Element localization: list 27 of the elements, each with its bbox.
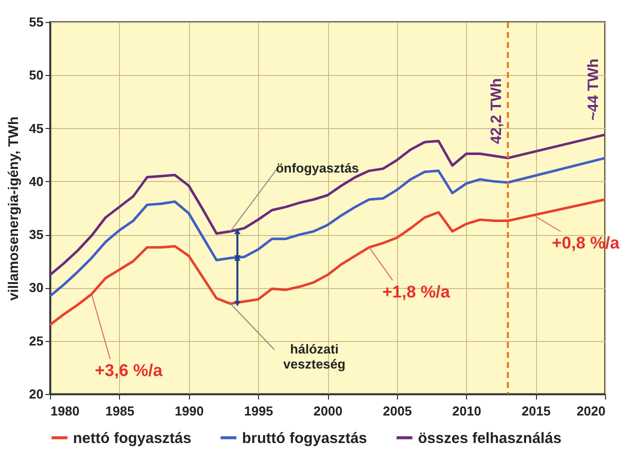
x-tick-label: 2010 [452, 404, 482, 418]
legend-label: nettó fogyasztás [73, 430, 192, 447]
annotation: +1,8 %/a [382, 282, 450, 302]
annotation: +3,6 %/a [94, 361, 163, 380]
y-tick-label: 45 [29, 120, 44, 136]
annotation: 42,2 TWh [488, 78, 505, 144]
y-tick-label: 30 [29, 280, 44, 296]
x-tick-label: 1985 [105, 404, 134, 418]
y-tick-label: 35 [29, 227, 44, 242]
legend-label: bruttó fogyasztás [242, 430, 368, 447]
annotation: hálózati veszteség [283, 342, 346, 372]
y-tick-label: 25 [29, 333, 44, 348]
x-tick-label: 2015 [522, 404, 551, 418]
y-tick-label: 55 [29, 14, 44, 30]
x-tick-label: 1995 [244, 404, 274, 418]
y-tick-label: 40 [29, 174, 44, 189]
x-tick-label: 1980 [50, 404, 80, 418]
x-tick-label: 2000 [314, 404, 342, 418]
annotation: önfogyasztás [276, 160, 359, 176]
y-axis-title: villamosenergia-igény, TWh [5, 116, 22, 301]
legend-label: összes felhasználás [418, 430, 562, 447]
y-tick-label: 20 [29, 386, 44, 402]
annotation: ~44 TWh [585, 58, 602, 121]
x-tick-label: 2020 [576, 404, 606, 418]
x-tick-label: 1990 [174, 404, 204, 418]
y-tick-label: 50 [29, 68, 44, 83]
x-tick-label: 2005 [382, 404, 412, 418]
